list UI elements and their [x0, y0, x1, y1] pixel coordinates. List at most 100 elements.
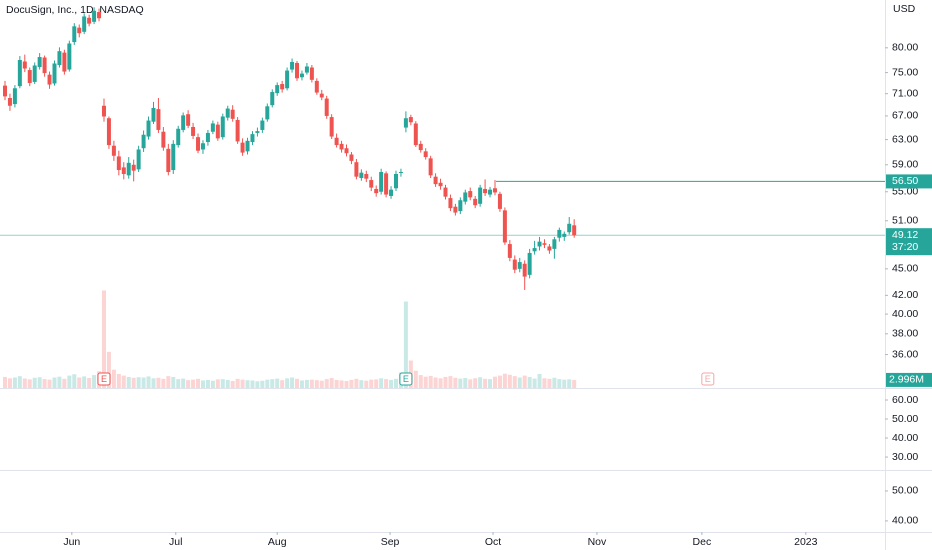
volume-bar — [517, 377, 522, 388]
candle-body — [517, 262, 522, 269]
candle-body — [433, 176, 438, 185]
candle-body — [255, 131, 260, 133]
x-tick-label: 2023 — [794, 536, 818, 548]
volume-bar — [394, 378, 399, 388]
candle-body — [507, 244, 512, 258]
candle-body — [275, 85, 280, 94]
y-tick-label: 51.00 — [892, 215, 918, 227]
volume-bar — [47, 379, 52, 388]
currency-label: USD — [893, 3, 916, 15]
candle-body — [413, 123, 418, 146]
volume-bar — [354, 378, 359, 388]
volume-bar — [492, 376, 497, 388]
y-tick-label: 45.00 — [892, 263, 918, 275]
volume-bar — [176, 379, 181, 388]
candle-body — [334, 137, 339, 146]
candle-body — [483, 188, 488, 194]
volume-bar — [181, 378, 186, 388]
candle-body — [250, 134, 255, 143]
volume-bar — [359, 380, 364, 388]
candle-body — [349, 154, 354, 161]
volume-bar — [151, 378, 156, 388]
volume-bar — [428, 375, 433, 388]
level-label: 56.50 — [892, 175, 918, 187]
chart-title: DocuSign, Inc., 1D, NASDAQ — [6, 4, 144, 16]
candle-body — [235, 119, 240, 142]
y-tick-label: 50.00 — [892, 485, 918, 497]
volume-bar — [67, 375, 72, 388]
volume-bar — [87, 378, 92, 388]
candle-body — [2, 85, 7, 97]
candle-body — [448, 198, 453, 209]
volume-bar — [478, 377, 483, 388]
volume-bar — [210, 380, 215, 388]
volume-bar — [334, 379, 339, 388]
candle-body — [111, 145, 116, 156]
volume-bar — [92, 375, 97, 388]
volume-bar — [245, 380, 250, 388]
candle-body — [463, 192, 468, 202]
volume-bar — [27, 379, 32, 388]
candle-body — [97, 12, 102, 19]
candle-body — [384, 173, 389, 195]
volume-bar — [468, 379, 473, 388]
volume-bar — [497, 375, 502, 388]
volume-bar — [52, 377, 57, 388]
candle-body — [542, 243, 547, 245]
candle-body — [339, 143, 344, 150]
candle-body — [32, 65, 37, 82]
volume-bar — [314, 380, 319, 388]
candle-body — [77, 27, 82, 34]
volume-bar — [37, 377, 42, 388]
x-tick-label: Jul — [169, 536, 182, 548]
candle-body — [191, 126, 196, 136]
volume-bar — [369, 379, 374, 388]
candle-body — [344, 148, 349, 154]
candle-body — [527, 252, 532, 275]
volume-bar — [275, 378, 280, 388]
y-tick-label: 60.00 — [892, 394, 918, 406]
candle-body — [62, 52, 67, 72]
volume-bar — [57, 376, 62, 388]
candle-body — [200, 143, 205, 150]
volume-bar — [537, 373, 542, 388]
volume-bar — [196, 378, 201, 388]
candle-body — [428, 158, 433, 176]
candle-body — [126, 162, 131, 176]
y-tick-label: 36.00 — [892, 348, 918, 360]
volume-bar — [379, 378, 384, 388]
candle-body — [37, 57, 42, 68]
candle-body — [389, 189, 394, 196]
volume-bar — [200, 380, 205, 388]
candle-body — [285, 70, 290, 89]
volume-bar — [552, 377, 557, 388]
candle-body — [478, 187, 483, 204]
candle-body — [314, 80, 319, 93]
candle-body — [438, 182, 443, 187]
candle-body — [146, 120, 151, 137]
candle-body — [265, 106, 270, 120]
candle-body — [290, 61, 295, 70]
candle-body — [468, 191, 473, 198]
candle-body — [552, 239, 557, 249]
volume-bar — [527, 376, 532, 388]
volume-bar — [116, 373, 121, 388]
y-tick-label: 75.00 — [892, 66, 918, 78]
candle-body — [141, 134, 146, 149]
candle-body — [22, 61, 27, 69]
x-tick-label: Nov — [588, 536, 607, 548]
volume-bar — [433, 377, 438, 388]
candle-body — [176, 128, 181, 146]
volume-bar — [483, 378, 488, 388]
candle-body — [121, 167, 126, 175]
earnings-label: E — [403, 374, 409, 384]
candle-body — [502, 210, 507, 243]
candle-body — [67, 43, 72, 70]
candle-body — [532, 248, 537, 252]
volume-bar — [7, 378, 12, 388]
volume-bar — [374, 379, 379, 388]
y-tick-label: 71.00 — [892, 87, 918, 99]
volume-bar — [171, 376, 176, 388]
volume-bar — [542, 378, 547, 388]
